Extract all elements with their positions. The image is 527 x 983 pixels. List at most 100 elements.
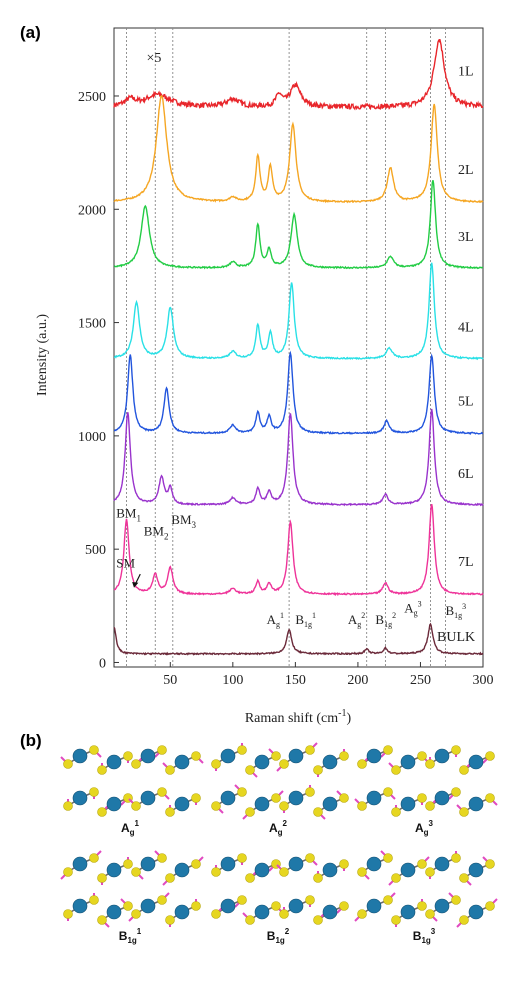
sulfur-atom xyxy=(245,765,255,775)
crystal-structure: Ag3 xyxy=(354,745,498,837)
mode-label: Ag3 xyxy=(404,600,421,618)
metal-atom xyxy=(174,862,190,878)
mode-name-label: B1g3 xyxy=(413,927,436,945)
sulfur-atom xyxy=(451,745,461,755)
metal-atom xyxy=(366,790,382,806)
sulfur-atom xyxy=(211,867,221,877)
sulfur-atom xyxy=(417,859,427,869)
metal-atom xyxy=(254,904,270,920)
sulfur-atom xyxy=(271,751,281,761)
mode-name-label: Ag2 xyxy=(269,819,288,837)
sulfur-atom xyxy=(383,853,393,863)
sulfur-atom xyxy=(339,751,349,761)
sulfur-atom xyxy=(237,745,247,755)
sulfur-atom xyxy=(279,759,289,769)
sulfur-atom xyxy=(339,901,349,911)
metal-atom xyxy=(468,862,484,878)
series-line-7l xyxy=(113,503,484,597)
sulfur-atom xyxy=(191,901,201,911)
sulfur-atom xyxy=(211,909,221,919)
y-tick-label: 500 xyxy=(85,543,106,558)
crystal-structure: Ag1 xyxy=(60,745,204,837)
sm-arrow-head xyxy=(132,582,139,588)
sulfur-atom xyxy=(97,915,107,925)
sulfur-atom xyxy=(425,801,435,811)
crystal-structure: B1g2 xyxy=(211,853,349,945)
panel-b-label: (b) xyxy=(20,731,42,750)
sulfur-atom xyxy=(97,807,107,817)
sulfur-atom xyxy=(191,751,201,761)
x-tick-label: 100 xyxy=(222,673,243,688)
sulfur-atom xyxy=(305,895,315,905)
metal-atom xyxy=(322,904,338,920)
x-tick-label: 250 xyxy=(410,673,431,688)
metal-atom xyxy=(366,856,382,872)
sulfur-atom xyxy=(165,915,175,925)
sulfur-atom xyxy=(131,909,141,919)
breathing-mode-label: BM1 xyxy=(116,505,141,523)
x-tick-label: 50 xyxy=(163,673,177,688)
metal-atom xyxy=(140,856,156,872)
sulfur-atom xyxy=(89,853,99,863)
sulfur-atom xyxy=(383,745,393,755)
series-line-4l xyxy=(113,262,484,361)
x-tick-label: 200 xyxy=(347,673,368,688)
sulfur-atom xyxy=(63,759,73,769)
sulfur-atom xyxy=(485,751,495,761)
sulfur-atom xyxy=(89,895,99,905)
sulfur-atom xyxy=(357,867,367,877)
sulfur-atom xyxy=(279,801,289,811)
metal-atom xyxy=(220,748,236,764)
sulfur-atom xyxy=(305,853,315,863)
breathing-mode-label: BM2 xyxy=(144,524,169,542)
metal-atom xyxy=(220,898,236,914)
series-label: 5L xyxy=(458,394,474,409)
metal-atom xyxy=(254,862,270,878)
sulfur-atom xyxy=(131,867,141,877)
mode-label: Ag1 xyxy=(267,611,284,629)
metal-atom xyxy=(322,862,338,878)
metal-atom xyxy=(174,754,190,770)
series-label: BULK xyxy=(437,630,475,645)
mode-name-label: Ag3 xyxy=(415,819,434,837)
sulfur-atom xyxy=(237,895,247,905)
sulfur-atom xyxy=(165,765,175,775)
metal-atom xyxy=(106,862,122,878)
mode-name-label: B1g1 xyxy=(119,927,142,945)
metal-atom xyxy=(400,796,416,812)
sulfur-atom xyxy=(313,915,323,925)
sulfur-atom xyxy=(123,751,133,761)
metal-atom xyxy=(174,904,190,920)
y-tick-label: 1500 xyxy=(78,317,106,332)
metal-atom xyxy=(140,748,156,764)
mode-label: B1g3 xyxy=(445,602,466,620)
sulfur-atom xyxy=(391,765,401,775)
crystal-structure: B1g3 xyxy=(354,850,498,945)
sulfur-atom xyxy=(165,807,175,817)
sulfur-atom xyxy=(485,859,495,869)
sulfur-atom xyxy=(459,765,469,775)
series-line-1l xyxy=(113,39,484,111)
metal-atom xyxy=(322,754,338,770)
series-label: 4L xyxy=(458,321,474,336)
metal-atom xyxy=(72,790,88,806)
metal-atom xyxy=(288,856,304,872)
sulfur-atom xyxy=(211,759,221,769)
sulfur-atom xyxy=(459,807,469,817)
metal-atom xyxy=(140,898,156,914)
metal-atom xyxy=(288,898,304,914)
metal-atom xyxy=(468,904,484,920)
series-line-6l xyxy=(113,408,484,507)
multiplier-label: ×5 xyxy=(147,51,162,66)
sulfur-atom xyxy=(339,793,349,803)
y-tick-label: 1000 xyxy=(78,430,106,445)
metal-atom xyxy=(400,862,416,878)
mode-name-label: Ag1 xyxy=(121,819,140,837)
sulfur-atom xyxy=(191,859,201,869)
series-line-2l xyxy=(113,94,484,204)
series-line-3l xyxy=(113,179,484,270)
sulfur-atom xyxy=(451,787,461,797)
x-axis-label: Raman shift (cm-1) xyxy=(245,708,352,726)
sulfur-atom xyxy=(237,853,247,863)
metal-atom xyxy=(220,790,236,806)
